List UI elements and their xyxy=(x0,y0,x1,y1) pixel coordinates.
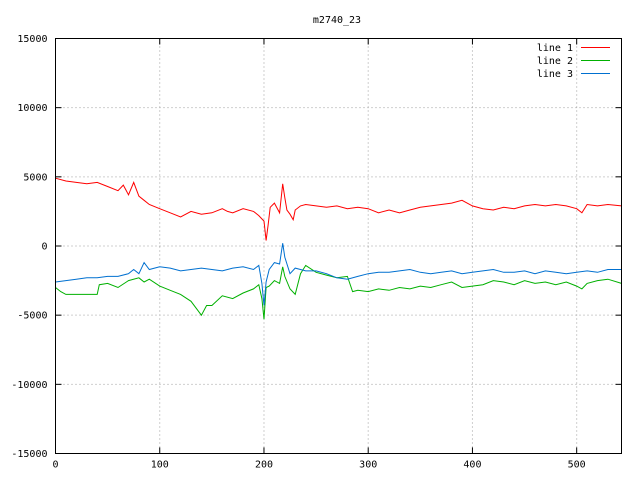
legend-label: line 3 xyxy=(537,69,573,80)
y-tick-label: -15000 xyxy=(11,449,47,460)
x-tick-label: 200 xyxy=(255,460,273,471)
axis-ticks: 0 100 200 300 400 500 -15000 -10000 -5000 0 5000 10… xyxy=(11,34,622,471)
y-tick-label: 15000 xyxy=(17,34,47,45)
y-tick-label: 0 xyxy=(41,242,47,253)
x-tick-label: 300 xyxy=(359,460,377,471)
x-tick-label: 100 xyxy=(151,460,169,471)
series-line xyxy=(55,264,622,320)
series-line xyxy=(55,177,622,241)
x-tick-label: 500 xyxy=(568,460,586,471)
legend: line 1 line 2 line 3 xyxy=(537,43,610,80)
series-group xyxy=(55,177,622,320)
chart-title: m2740_23 xyxy=(313,15,361,26)
y-tick-label: -5000 xyxy=(17,311,47,322)
series-line xyxy=(55,243,622,306)
legend-label: line 2 xyxy=(537,56,573,67)
legend-label: line 1 xyxy=(537,43,573,54)
x-tick-label: 0 xyxy=(52,460,58,471)
x-tick-label: 400 xyxy=(463,460,481,471)
y-tick-label: 5000 xyxy=(23,172,47,183)
grid xyxy=(55,38,622,454)
y-tick-label: 10000 xyxy=(17,103,47,114)
y-tick-label: -10000 xyxy=(11,380,47,391)
